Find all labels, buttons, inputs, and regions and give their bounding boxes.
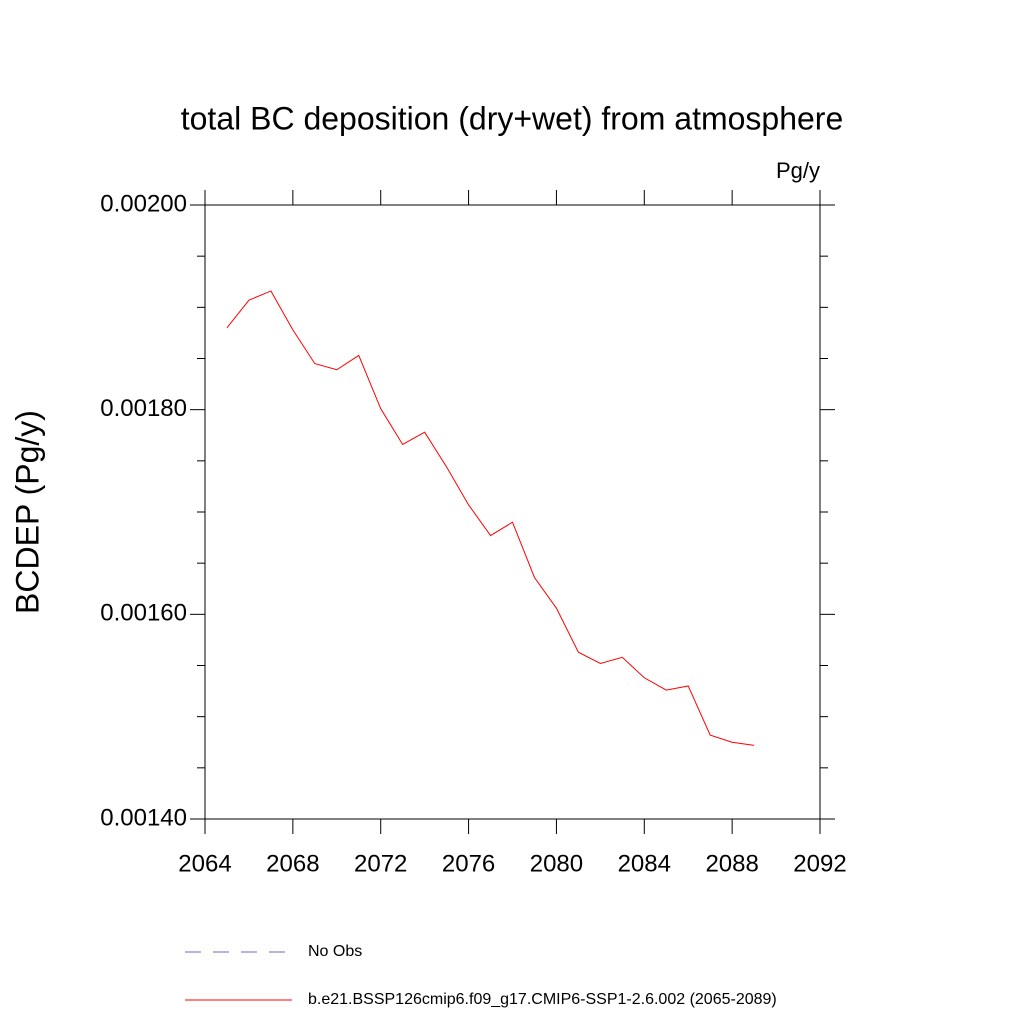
- plot-frame: [204, 204, 821, 820]
- x-tick-label: 2084: [618, 850, 671, 877]
- y-tick-label: 0.00140: [100, 804, 187, 831]
- x-tick-label: 2072: [354, 850, 407, 877]
- x-tick-label: 2064: [178, 850, 231, 877]
- y-tick-label: 0.00180: [100, 395, 187, 422]
- x-tick-label: 2080: [530, 850, 583, 877]
- x-tick-label: 2092: [793, 850, 846, 877]
- y-axis-label: BCDEP (Pg/y): [9, 410, 45, 614]
- chart-title: total BC deposition (dry+wet) from atmos…: [181, 100, 844, 136]
- data-line: [226, 290, 755, 746]
- x-tick-label: 2076: [442, 850, 495, 877]
- x-tick-label: 2088: [705, 850, 758, 877]
- x-tick-label: 2068: [266, 850, 319, 877]
- units-label: Pg/y: [776, 158, 820, 183]
- y-tick-label: 0.00200: [100, 190, 187, 217]
- y-tick-label: 0.00160: [100, 600, 187, 627]
- legend-label: b.e21.BSSP126cmip6.f09_g17.CMIP6-SSP1-2.…: [308, 991, 777, 1008]
- legend-label: No Obs: [308, 943, 362, 960]
